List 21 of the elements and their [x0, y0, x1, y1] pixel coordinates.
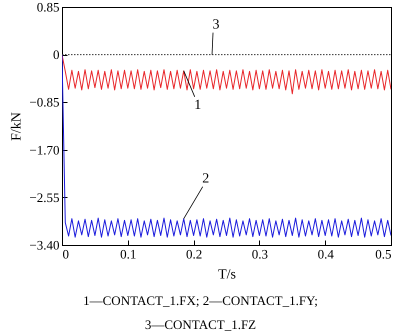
y-tick-label: 0 — [53, 47, 60, 62]
y-tick-label: −1.70 — [29, 142, 60, 158]
y-tick-label: −2.55 — [29, 190, 60, 205]
x-tick-label: 0.4 — [318, 246, 334, 262]
series-label: 3 — [212, 18, 220, 33]
x-tick-label: 0.3 — [252, 246, 268, 262]
series-label: 1 — [194, 98, 202, 113]
line-series — [62, 54, 391, 94]
x-tick-label: 0.5 — [375, 246, 392, 262]
y-axis-title: F/kN — [9, 112, 24, 141]
x-tick-label: 0 — [62, 246, 69, 262]
x-tick-label: 0.1 — [120, 246, 136, 262]
line-series — [62, 54, 391, 238]
x-tick-label: 0.2 — [186, 246, 202, 262]
x-axis-title: T/s — [218, 268, 236, 282]
text: 2 — [202, 172, 210, 187]
text: 3—CONTACT_1.FZ — [144, 317, 256, 332]
y-tick-label: −0.85 — [29, 94, 60, 110]
text: 1—CONTACT_1.FX; 2—CONTACT_1.FY; — [83, 293, 318, 308]
y-tick-label: 0.85 — [36, 0, 60, 14]
y-tick-label: −3.40 — [29, 238, 60, 252]
